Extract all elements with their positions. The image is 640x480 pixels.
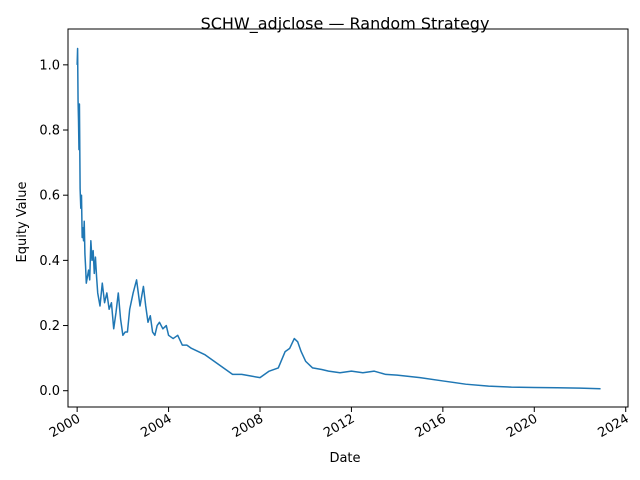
y-tick-label: 0.2 [39,319,60,334]
y-axis-title: Equity Value [15,182,30,263]
y-tick-label: 0.4 [39,254,60,269]
y-tick-label: 0.6 [39,189,60,204]
y-tick-label: 1.0 [39,58,60,73]
axes-frame [67,28,629,408]
y-tick-label: 0.8 [39,124,60,139]
series-line-0 [76,47,601,390]
y-tick-label: 0.0 [39,384,60,399]
x-axis-title: Date [329,451,360,466]
series-layer [76,47,601,390]
plot-area [67,28,629,408]
y-axis: 0.0 0.2 0.4 0.6 0.8 1.0 [39,58,68,399]
chart-title: SCHW_adjclose — Random Strategy [201,14,490,34]
